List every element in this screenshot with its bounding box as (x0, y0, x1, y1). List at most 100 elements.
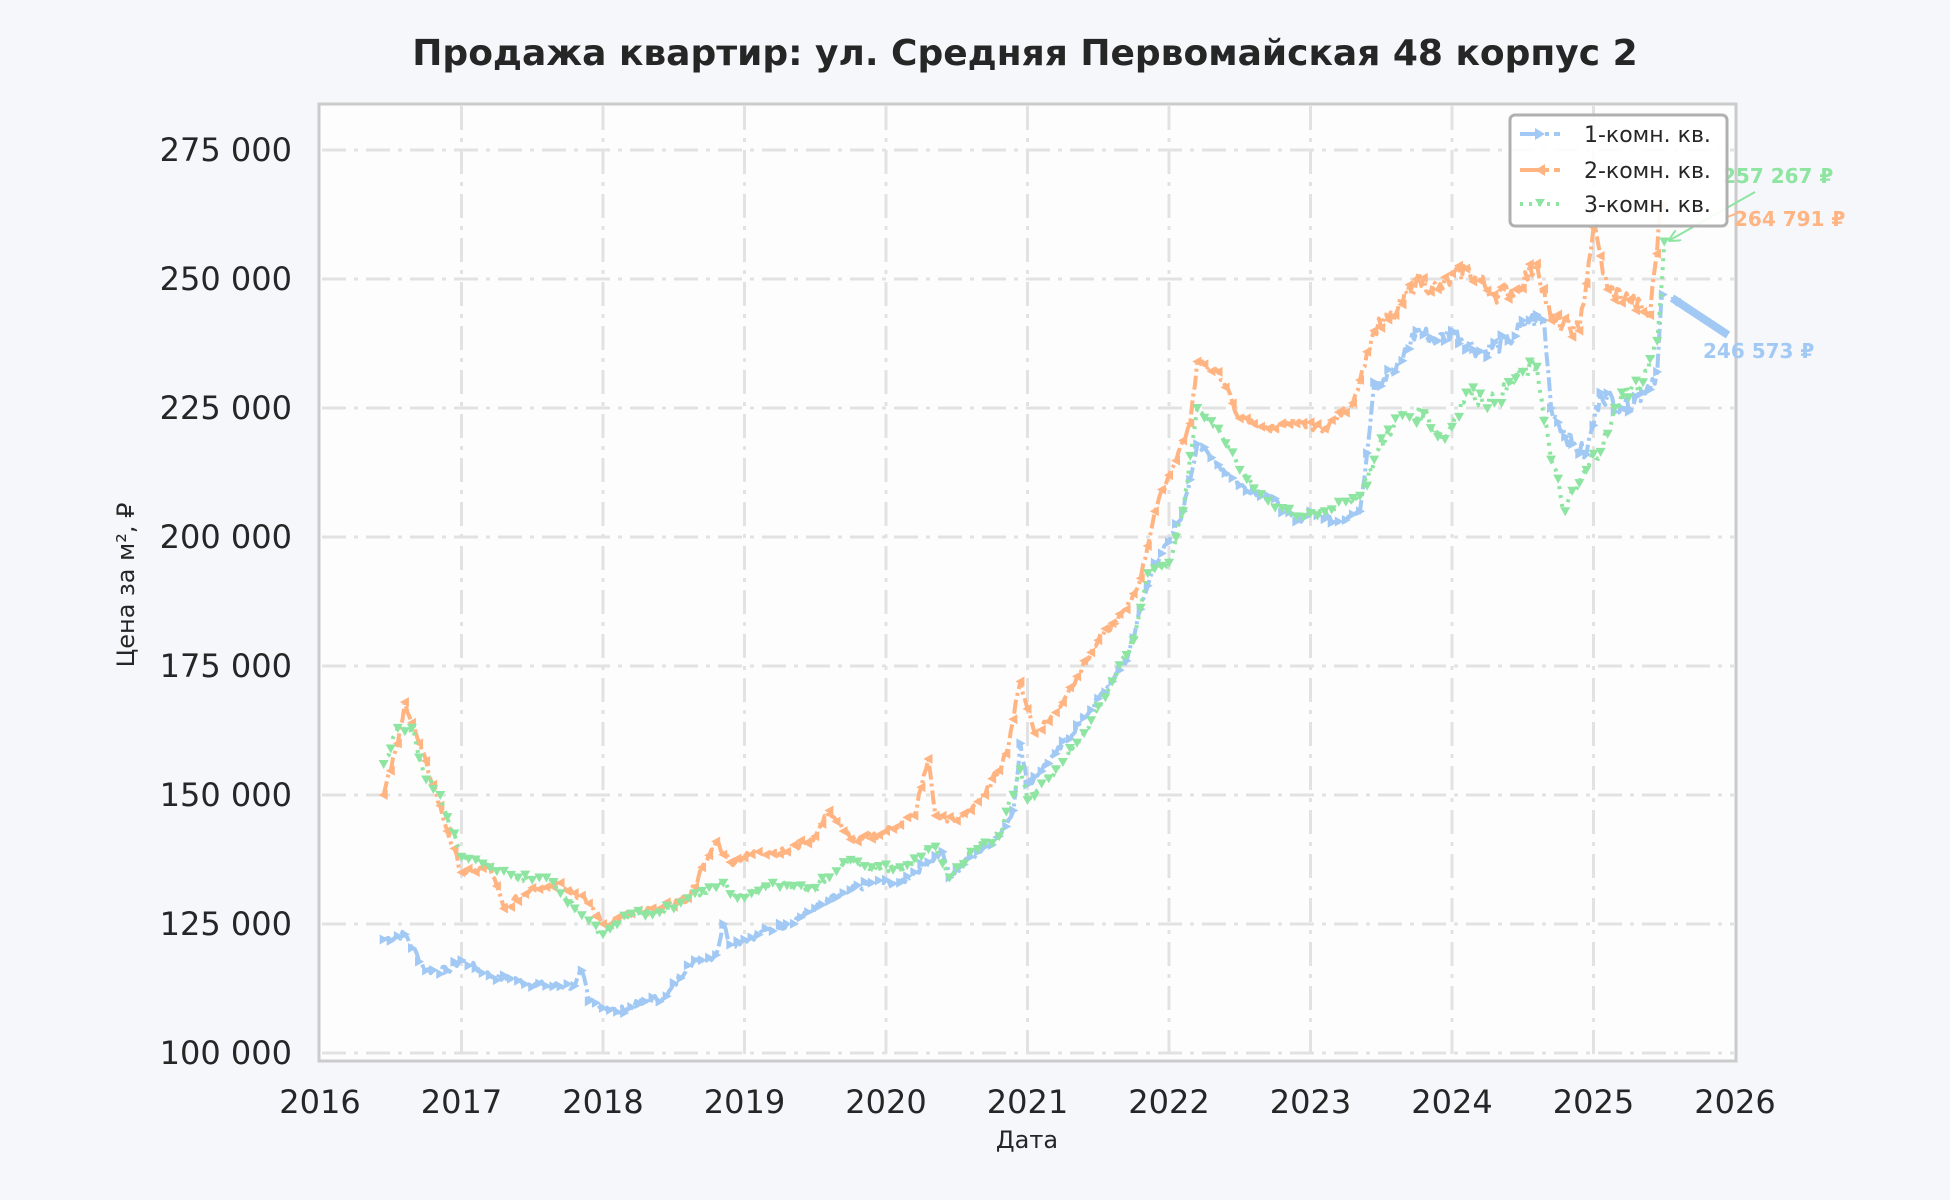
data-point-marker (378, 760, 389, 770)
data-point-marker (1538, 283, 1548, 294)
data-point-marker (1447, 268, 1456, 279)
data-point-marker (1560, 507, 1571, 517)
data-point-marker (527, 875, 538, 885)
data-point-marker (711, 883, 722, 893)
data-point-marker (753, 846, 763, 857)
data-point-marker (689, 889, 700, 899)
data-point-marker (1390, 414, 1401, 424)
data-point-marker (1221, 468, 1231, 479)
data-point-marker (506, 901, 516, 912)
data-point-marker (994, 832, 1005, 842)
data-point-marker (1363, 448, 1373, 459)
data-point-marker (1575, 448, 1585, 459)
data-point-marker (782, 919, 792, 929)
data-point-marker (811, 903, 821, 914)
data-point-marker (1439, 272, 1449, 283)
y-tick-label: 250 000 (160, 260, 292, 298)
data-point-marker (399, 697, 409, 708)
data-point-marker (463, 863, 473, 874)
data-point-marker (1029, 728, 1039, 739)
data-point-marker (1199, 413, 1210, 423)
data-point-marker (746, 889, 757, 899)
series-line (383, 292, 1666, 1015)
data-point-marker (1383, 314, 1393, 325)
x-tick-label: 2018 (562, 1083, 643, 1121)
data-point-marker (590, 911, 600, 922)
data-point-marker (1172, 518, 1182, 529)
data-point-marker (1651, 248, 1661, 259)
data-point-marker (1220, 439, 1231, 449)
data-point-marker (1206, 366, 1216, 377)
data-point-marker (803, 884, 814, 894)
data-point-marker (1355, 374, 1365, 385)
y-tick-label: 225 000 (160, 389, 292, 427)
data-point-marker (739, 893, 750, 903)
data-point-marker (1595, 251, 1605, 262)
data-point-marker (548, 882, 558, 893)
data-point-marker (655, 996, 665, 1007)
data-point-marker (1630, 305, 1640, 316)
data-point-marker (1503, 378, 1514, 388)
data-point-marker (1333, 497, 1344, 507)
triangle-right-icon (1535, 128, 1545, 140)
data-point-marker (1305, 509, 1316, 519)
data-point-marker (1220, 382, 1230, 393)
data-point-marker (825, 896, 835, 907)
data-point-marker (873, 861, 884, 871)
data-point-marker (661, 901, 672, 911)
data-point-marker (1100, 623, 1110, 634)
data-point-marker (1121, 651, 1132, 661)
data-point-marker (1064, 743, 1075, 753)
data-point-marker (562, 899, 573, 909)
data-point-marker (556, 981, 566, 992)
data-point-marker (386, 935, 396, 946)
data-point-marker (682, 894, 693, 904)
data-point-marker (931, 850, 941, 861)
y-tick-label: 125 000 (160, 905, 292, 943)
data-point-marker (1199, 359, 1209, 370)
data-point-marker (457, 955, 467, 966)
data-point-marker (1135, 603, 1146, 613)
data-point-marker (1270, 423, 1280, 434)
data-point-marker (1051, 748, 1061, 759)
data-point-marker (930, 842, 941, 852)
data-point-marker (1609, 294, 1619, 305)
y-tick-label: 275 000 (160, 131, 292, 169)
data-point-marker (704, 850, 714, 861)
data-point-marker (379, 934, 389, 945)
data-point-marker (541, 882, 551, 893)
data-point-marker (839, 888, 849, 899)
annotation-label-3room: 257 267 ₽ (1722, 164, 1833, 188)
data-point-marker (817, 873, 828, 883)
data-point-marker (1072, 671, 1082, 682)
data-point-marker (1538, 416, 1549, 426)
data-point-marker (874, 875, 884, 886)
data-point-marker (562, 886, 572, 897)
data-point-marker (1128, 636, 1139, 646)
data-point-marker (612, 912, 622, 923)
data-point-marker (746, 849, 756, 860)
data-point-marker (1079, 729, 1090, 739)
data-point-marker (1171, 533, 1182, 543)
data-point-marker (1532, 309, 1542, 320)
data-point-marker (1433, 335, 1443, 346)
data-point-marker (1567, 331, 1577, 342)
data-point-marker (1327, 517, 1337, 528)
data-point-marker (435, 791, 446, 800)
data-point-marker (910, 867, 920, 878)
data-point-marker (1029, 792, 1040, 802)
data-point-marker (804, 907, 814, 918)
data-point-marker (1596, 387, 1606, 398)
data-point-marker (498, 866, 509, 876)
data-point-marker (640, 911, 651, 921)
data-point-marker (1080, 712, 1090, 723)
data-point-marker (796, 835, 806, 846)
data-point-marker (1624, 406, 1634, 417)
data-point-marker (1645, 310, 1655, 321)
data-point-marker (1391, 366, 1401, 377)
data-point-marker (846, 885, 856, 896)
data-point-marker (1567, 486, 1578, 496)
data-point-marker (1348, 509, 1358, 520)
data-point-marker (895, 863, 906, 873)
